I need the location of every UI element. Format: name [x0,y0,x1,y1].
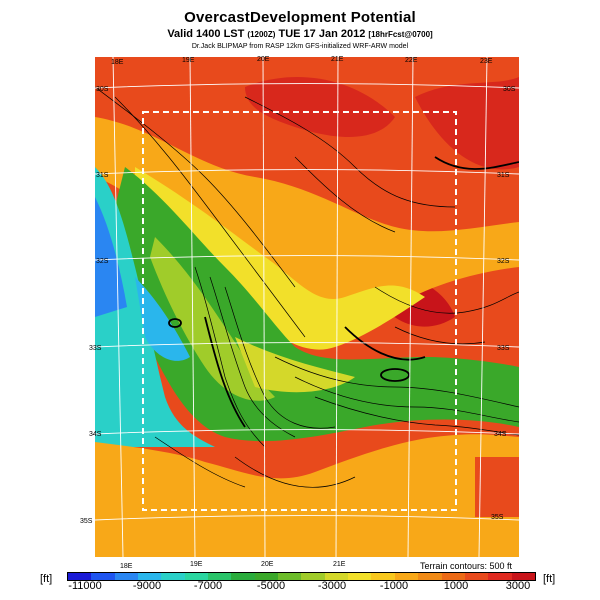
unit-label-right: [ft] [543,573,556,585]
colorbar-label: -7000 [193,580,223,592]
lat-tick-right: 35S [491,514,504,521]
colorbar-segment [394,573,419,580]
colorbar-segment [208,573,232,580]
colorbar-label: 3000 [505,580,531,592]
lat-tick-right: 30S [503,86,516,93]
colorbar-label: -11000 [68,580,102,592]
lon-tick-top: 23E [480,58,493,65]
forecast-map [95,57,519,557]
low-moderate-area [150,237,275,401]
colorbar-segment [91,573,115,580]
very-low-area [135,277,190,361]
terrain-contours [95,86,519,488]
lat-tick-right: 31S [497,172,510,179]
valid-date: TUE 17 Jan 2012 [278,28,366,40]
lon-tick-top: 19E [182,57,195,64]
map-title: OvercastDevelopment Potential [184,9,416,26]
colorbar-segment [68,573,92,580]
colorbar-label: -3000 [317,580,347,592]
colorbar-label: -5000 [256,580,286,592]
lat-tick-left: 30S [96,86,109,93]
colorbar-label: -9000 [132,580,162,592]
colorbar-segment [441,573,465,580]
very-low-area [95,197,127,317]
lon-tick-top: 18E [111,59,124,66]
lat-tick-left: 35S [80,518,93,525]
colorbar-segment [138,573,162,580]
colorbar-label: 1000 [443,580,469,592]
colorbar-segment [511,573,535,580]
lon-tick-bottom: 18E [120,563,133,570]
colorbar-segment [278,573,302,580]
lat-tick-right: 33S [497,345,510,352]
lon-tick-top: 22E [405,57,418,64]
very-low-area [95,167,215,447]
lon-tick-bottom: 19E [190,561,203,568]
colorbar-segment [371,573,395,580]
colorbar-segment [114,573,139,580]
colorbar-segment [348,573,372,580]
lon-tick-bottom: 20E [261,561,274,568]
model-credit: Dr.Jack BLIPMAP from RASP 12km GFS-initi… [191,43,409,50]
ocean-area [475,457,519,517]
moderate-area [95,117,519,328]
color-scale-bar [67,572,536,581]
low-moderate-area [235,337,355,393]
lat-tick-left: 34S [89,431,102,438]
colorbar-segment [324,573,349,580]
lat-tick-right: 34S [494,431,507,438]
colorbar-segment [464,573,489,580]
unit-label-left: [ft] [40,573,53,585]
lat-tick-left: 32S [96,258,109,265]
colorbar-segment [488,573,512,580]
high-potential-area [415,77,519,170]
inner-domain-box [142,111,457,511]
low-moderate-area [135,167,425,350]
terrain-contour-note: Terrain contours: 500 ft [419,561,512,571]
colorbar-segment [161,573,185,580]
colorbar-segment [301,573,325,580]
lat-tick-left: 33S [89,345,102,352]
major-contours [168,156,519,428]
forecast-info: [18hrFcst@0700] [368,30,433,39]
valid-time: Valid 1400 LST [167,28,245,40]
lat-tick-right: 32S [497,258,510,265]
ocean-area [95,434,519,557]
high-potential-area [245,77,395,137]
lon-tick-top: 20E [257,56,270,63]
lon-tick-top: 21E [331,56,344,63]
colorbar-segment [418,573,442,580]
lat-tick-left: 31S [96,172,109,179]
colorbar-label: -1000 [379,580,409,592]
lat-lon-grid [95,57,519,557]
lon-tick-bottom: 21E [333,561,346,568]
map-subtitle: Valid 1400 LST (1200Z) TUE 17 Jan 2012 [… [0,28,600,40]
colorbar-segment [231,573,255,580]
colorbar-segment [184,573,209,580]
colorbar-segment [254,573,279,580]
utc-time: (1200Z) [247,30,276,39]
map-graphic [95,57,519,557]
